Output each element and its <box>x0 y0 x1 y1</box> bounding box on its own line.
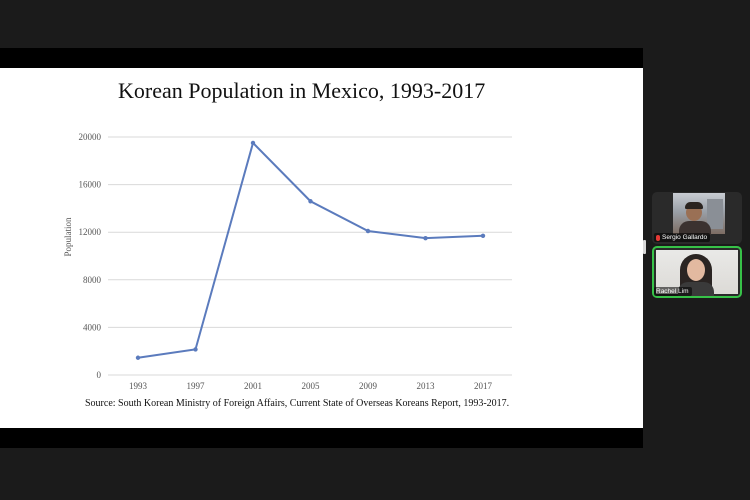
x-tick-label: 2009 <box>359 381 378 391</box>
x-tick-label: 1997 <box>187 381 206 391</box>
data-point <box>365 228 371 234</box>
population-line-chart: 0 4000 8000 12000 16000 20000 1993 1997 2001 200… <box>63 132 512 391</box>
chart-grid <box>108 136 512 376</box>
participant-video <box>673 193 725 235</box>
y-tick-label: 0 <box>97 370 102 380</box>
data-point <box>480 233 486 238</box>
participant-body <box>679 221 711 235</box>
x-tick-label: 1993 <box>129 381 148 391</box>
source-note: Source: South Korean Ministry of Foreign… <box>85 398 510 409</box>
data-point <box>423 235 428 241</box>
data-point <box>250 140 256 146</box>
y-axis-ticks: 0 4000 8000 12000 16000 20000 <box>79 132 102 380</box>
x-tick-label: 2001 <box>244 381 262 391</box>
x-tick-label: 2013 <box>417 381 436 391</box>
data-point <box>308 199 313 204</box>
data-point <box>193 347 198 352</box>
panel-resize-handle[interactable] <box>643 240 646 254</box>
y-tick-label: 4000 <box>83 322 102 332</box>
participant-video <box>656 250 738 296</box>
x-tick-label: 2005 <box>302 381 321 391</box>
participant-hair <box>685 202 703 209</box>
participant-tile-rachel[interactable]: Rachel Lim <box>652 246 742 298</box>
mic-muted-icon <box>656 234 660 241</box>
y-tick-label: 8000 <box>83 275 102 285</box>
series-points <box>135 140 486 360</box>
slide-title: Korean Population in Mexico, 1993-2017 <box>118 78 486 103</box>
participant-name: Sergio Gallardo <box>662 234 708 241</box>
x-axis-ticks: 1993 1997 2001 2005 2009 2013 2017 <box>129 381 493 391</box>
participant-name: Rachel Lim <box>656 288 689 295</box>
y-tick-label: 12000 <box>79 227 102 237</box>
y-axis-label: Population <box>63 217 73 257</box>
y-tick-label: 16000 <box>79 180 102 190</box>
data-point <box>135 355 141 360</box>
x-tick-label: 2017 <box>474 381 493 391</box>
participant-tile-sergio[interactable]: Sergio Gallardo <box>652 192 742 244</box>
presentation-slide: Korean Population in Mexico, 1993-2017 0… <box>0 68 643 428</box>
screen-share-area: Korean Population in Mexico, 1993-2017 0… <box>0 48 643 448</box>
participant-name-tag: Sergio Gallardo <box>654 233 711 242</box>
population-series-line <box>137 141 484 359</box>
y-tick-label: 20000 <box>79 132 102 142</box>
participant-face <box>687 259 705 281</box>
background-building <box>707 199 723 229</box>
participant-name-tag: Rachel Lim <box>654 287 692 296</box>
